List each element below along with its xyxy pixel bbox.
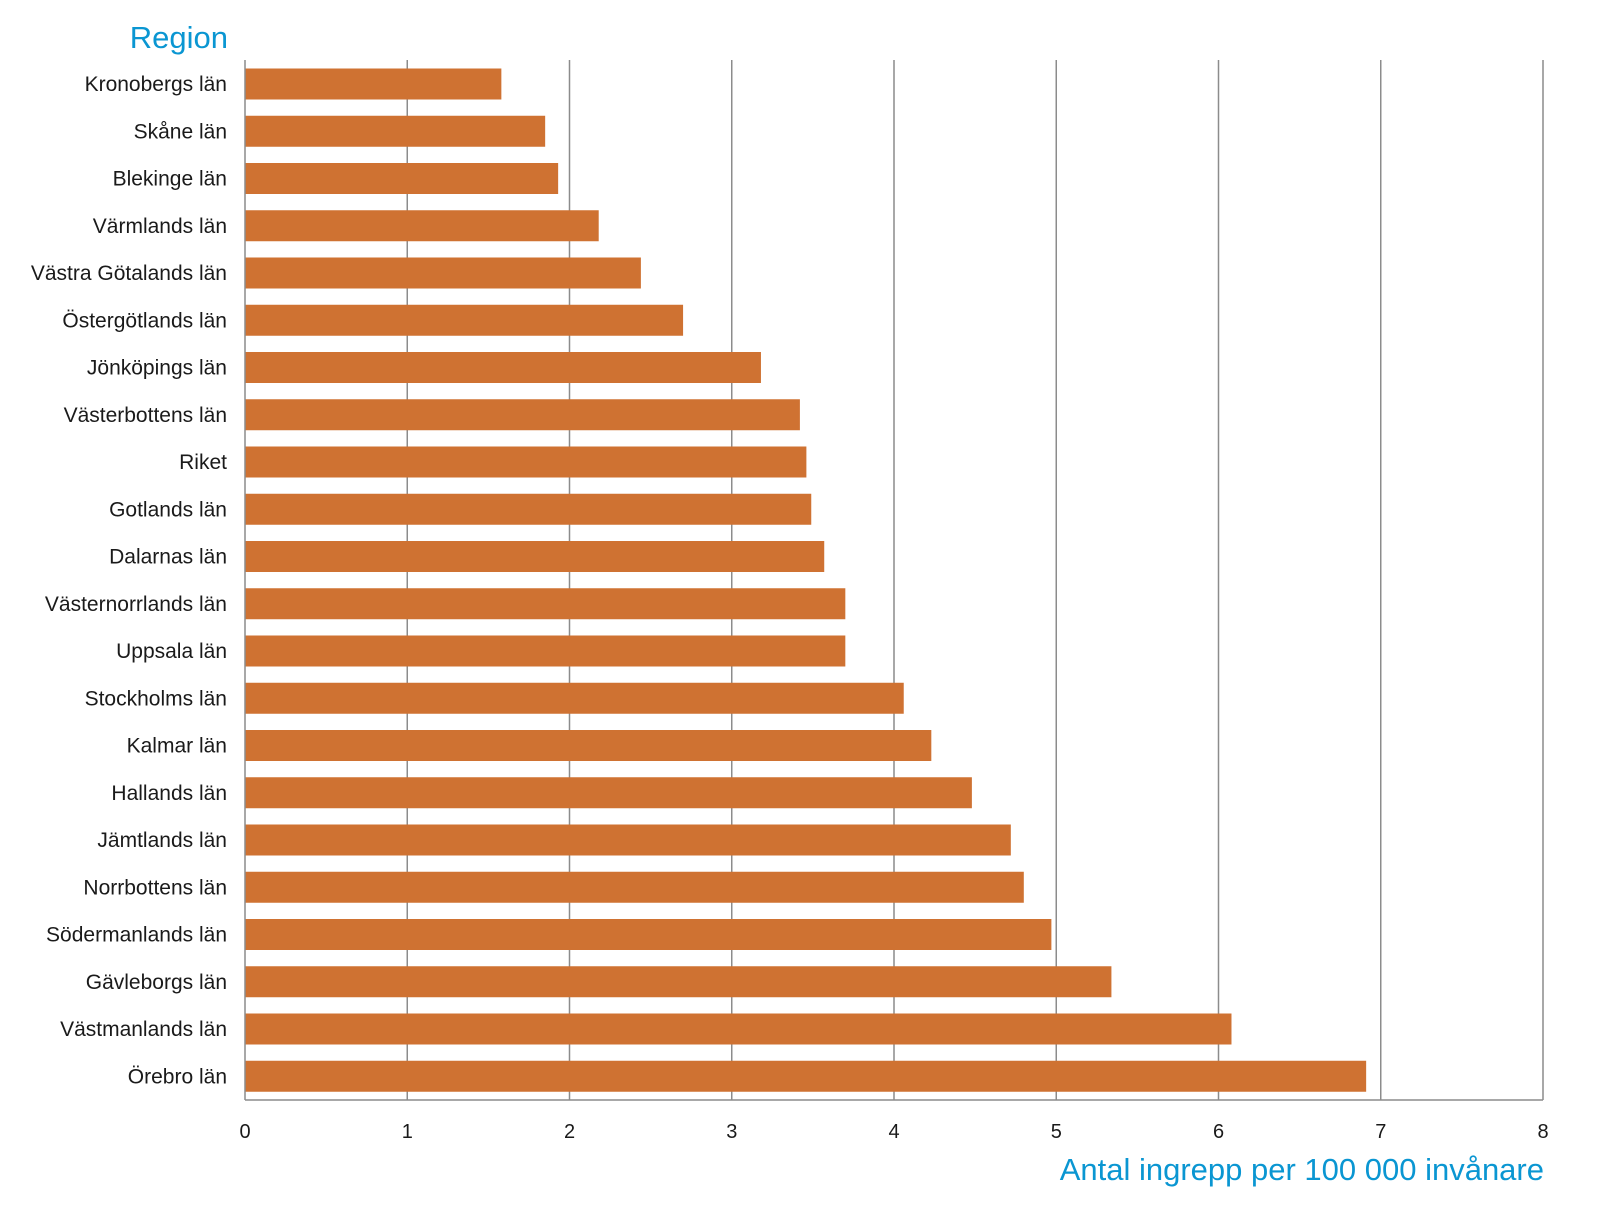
category-label-18: Norrbottens län (83, 876, 227, 899)
bar-10 (245, 493, 812, 525)
x-tick-label-5: 5 (1051, 1121, 1062, 1143)
category-label-14: Stockholms län (85, 687, 227, 710)
bar-7 (245, 352, 761, 383)
bar-4 (245, 210, 599, 242)
bar-15 (245, 730, 932, 761)
bar-1 (245, 68, 502, 100)
x-tick-label-6: 6 (1213, 1121, 1224, 1143)
bar-6 (245, 304, 684, 336)
category-label-10: Gotlands län (109, 498, 227, 521)
x-tick-label-2: 2 (564, 1121, 575, 1143)
bar-8 (245, 399, 800, 431)
x-tick-labels: 0 1 2 3 4 5 6 7 8 (239, 1121, 1548, 1143)
category-label-9: Riket (179, 451, 227, 474)
bar-19 (245, 919, 1052, 950)
category-label-11: Dalarnas län (109, 546, 227, 569)
bar-11 (245, 541, 825, 572)
category-label-15: Kalmar län (127, 735, 227, 758)
category-label-16: Hallands län (111, 782, 227, 805)
x-tick-label-7: 7 (1375, 1121, 1386, 1143)
axes (244, 60, 1543, 1101)
bar-22 (245, 1060, 1367, 1092)
category-label-5: Västra Götalands län (31, 262, 227, 285)
category-label-20: Gävleborgs län (86, 971, 227, 994)
category-label-6: Östergötlands län (62, 309, 227, 332)
x-axis-title: Antal ingrepp per 100 000 invånare (1060, 1152, 1544, 1187)
x-tick-label-8: 8 (1537, 1121, 1548, 1143)
x-tick-label-0: 0 (239, 1121, 250, 1143)
category-label-3: Blekinge län (113, 168, 227, 191)
category-label-7: Jönköpings län (87, 357, 227, 380)
category-label-8: Västerbottens län (64, 404, 227, 427)
category-label-12: Västernorrlands län (45, 593, 227, 616)
y-axis-title: Region (130, 20, 228, 55)
category-label-22: Örebro län (128, 1065, 227, 1088)
bar-20 (245, 966, 1112, 998)
bar-13 (245, 635, 846, 667)
bar-21 (245, 1013, 1232, 1045)
x-tick-label-1: 1 (402, 1121, 413, 1143)
bar-18 (245, 871, 1024, 903)
category-label-21: Västmanlands län (60, 1018, 227, 1041)
category-label-1: Kronobergs län (85, 73, 227, 96)
bar-9 (245, 446, 807, 478)
bar-12 (245, 588, 846, 620)
bar-3 (245, 163, 559, 194)
x-tick-label-3: 3 (726, 1121, 737, 1143)
x-tick-label-4: 4 (888, 1121, 899, 1143)
category-label-17: Jämtlands län (97, 829, 227, 852)
bar-17 (245, 824, 1011, 856)
category-label-2: Skåne län (134, 120, 227, 143)
bars (245, 68, 1367, 1092)
bar-2 (245, 115, 546, 147)
category-label-19: Södermanlands län (46, 924, 227, 947)
category-labels: Kronobergs län Skåne län Blekinge län Värml… (31, 73, 227, 1088)
category-label-4: Värmlands län (93, 215, 227, 238)
bar-5 (245, 257, 641, 289)
bar-16 (245, 777, 972, 809)
bar-14 (245, 682, 904, 714)
category-label-13: Uppsala län (116, 640, 227, 663)
